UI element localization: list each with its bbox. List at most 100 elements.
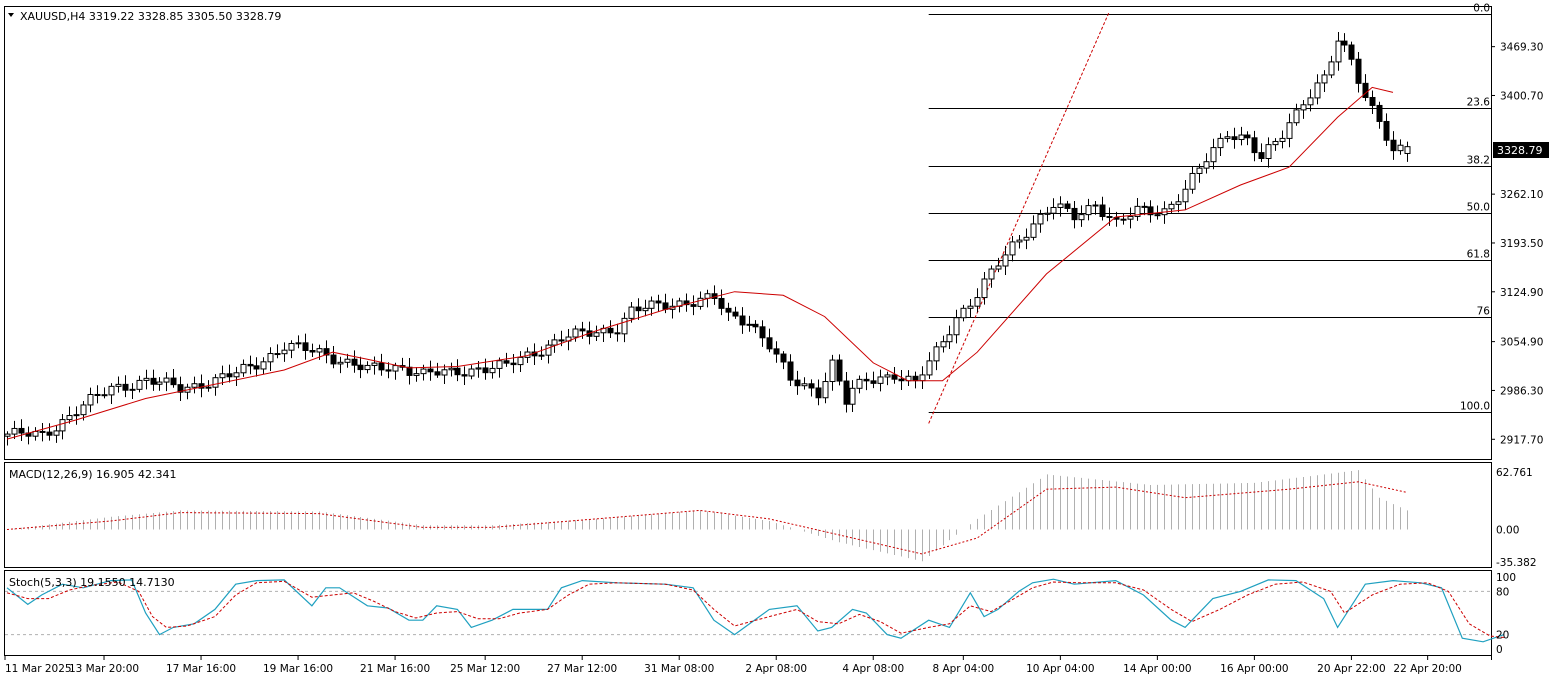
macd-axis-label: 62.761: [1496, 467, 1533, 479]
candle: [1044, 212, 1051, 215]
candle: [648, 300, 655, 309]
time-axis-label: 27 Mar 12:00: [547, 663, 617, 675]
price-axis-label: 3262.10: [1500, 189, 1543, 201]
candle: [974, 297, 981, 307]
candle: [1335, 40, 1342, 63]
candle: [794, 379, 801, 387]
candle: [877, 376, 884, 384]
candle: [898, 378, 905, 382]
time-axis-label: 22 Apr 20:00: [1393, 663, 1461, 675]
candle: [441, 369, 448, 376]
candle: [1134, 205, 1141, 217]
candle: [558, 339, 565, 342]
candle: [219, 373, 226, 379]
candle: [503, 360, 510, 364]
candle: [1272, 140, 1279, 146]
candle: [593, 332, 600, 337]
candle: [1030, 223, 1037, 238]
time-axis-label: 21 Mar 16:00: [360, 663, 430, 675]
candle: [267, 353, 274, 363]
candle: [122, 383, 129, 391]
candle: [1175, 201, 1182, 205]
candle: [46, 431, 53, 436]
candle: [690, 304, 697, 307]
candle: [18, 427, 25, 434]
candle: [150, 377, 157, 385]
candle: [344, 358, 351, 363]
candle: [981, 278, 988, 299]
candle: [1002, 254, 1009, 267]
stoch-main-line: [6, 578, 1505, 643]
candle: [1390, 139, 1397, 152]
candle: [309, 350, 316, 353]
candle: [1168, 203, 1175, 210]
candle: [1182, 188, 1189, 203]
candle: [718, 297, 725, 309]
symbol-menu-icon[interactable]: [8, 13, 14, 17]
time-axis-label: 10 Apr 04:00: [1026, 663, 1094, 675]
candle: [960, 307, 967, 319]
candle: [177, 384, 184, 393]
candle: [295, 342, 302, 345]
macd-axis-label: 0.00: [1496, 525, 1519, 537]
candle: [1050, 206, 1057, 214]
candle: [843, 380, 850, 405]
candle: [517, 356, 524, 366]
candle: [1120, 218, 1127, 221]
candle: [1279, 137, 1286, 142]
candle: [281, 349, 288, 355]
candle: [746, 323, 753, 326]
candle: [385, 369, 392, 372]
candle: [1238, 134, 1245, 141]
candle: [683, 300, 690, 306]
candle: [1106, 216, 1113, 219]
candle: [288, 342, 295, 351]
candle: [413, 373, 420, 376]
candle: [53, 430, 60, 436]
candle: [1016, 239, 1023, 243]
candle: [628, 306, 635, 319]
candle: [538, 354, 545, 357]
candle: [551, 339, 558, 346]
candle: [732, 311, 739, 317]
candle: [1078, 214, 1085, 221]
time-axis-label: 20 Apr 22:00: [1317, 663, 1385, 675]
candle: [808, 383, 815, 389]
candle: [1196, 167, 1203, 174]
candle: [967, 305, 974, 309]
candle: [1009, 241, 1016, 256]
candle: [1127, 215, 1134, 220]
candle: [378, 362, 385, 371]
candle: [489, 367, 496, 374]
candle: [662, 302, 669, 310]
candle: [434, 371, 441, 376]
candle: [302, 342, 309, 352]
fib-label-0: 0.0: [1473, 3, 1490, 15]
candle: [101, 394, 108, 397]
candle: [156, 381, 163, 385]
candle: [461, 374, 468, 377]
time-axis-label: 31 Mar 08:00: [644, 663, 714, 675]
candle: [94, 393, 101, 396]
candle: [946, 334, 953, 343]
macd-pane[interactable]: [4, 462, 1492, 568]
candle: [884, 374, 891, 378]
candle: [454, 367, 461, 376]
price-pane[interactable]: [4, 6, 1492, 460]
stoch-pane[interactable]: [4, 570, 1492, 656]
candle: [1023, 236, 1030, 241]
time-axis-label: 17 Mar 16:00: [166, 663, 236, 675]
candle: [482, 367, 489, 374]
candle: [725, 307, 732, 313]
candle: [364, 364, 371, 371]
candle: [233, 372, 240, 378]
stoch-axis-label: 80: [1496, 586, 1509, 598]
candle: [1210, 147, 1217, 163]
candle: [1064, 203, 1071, 209]
candle: [87, 393, 94, 406]
candle: [579, 328, 586, 332]
candle: [240, 363, 247, 374]
candle: [1321, 74, 1328, 84]
candle: [115, 383, 122, 387]
candle: [392, 365, 399, 372]
